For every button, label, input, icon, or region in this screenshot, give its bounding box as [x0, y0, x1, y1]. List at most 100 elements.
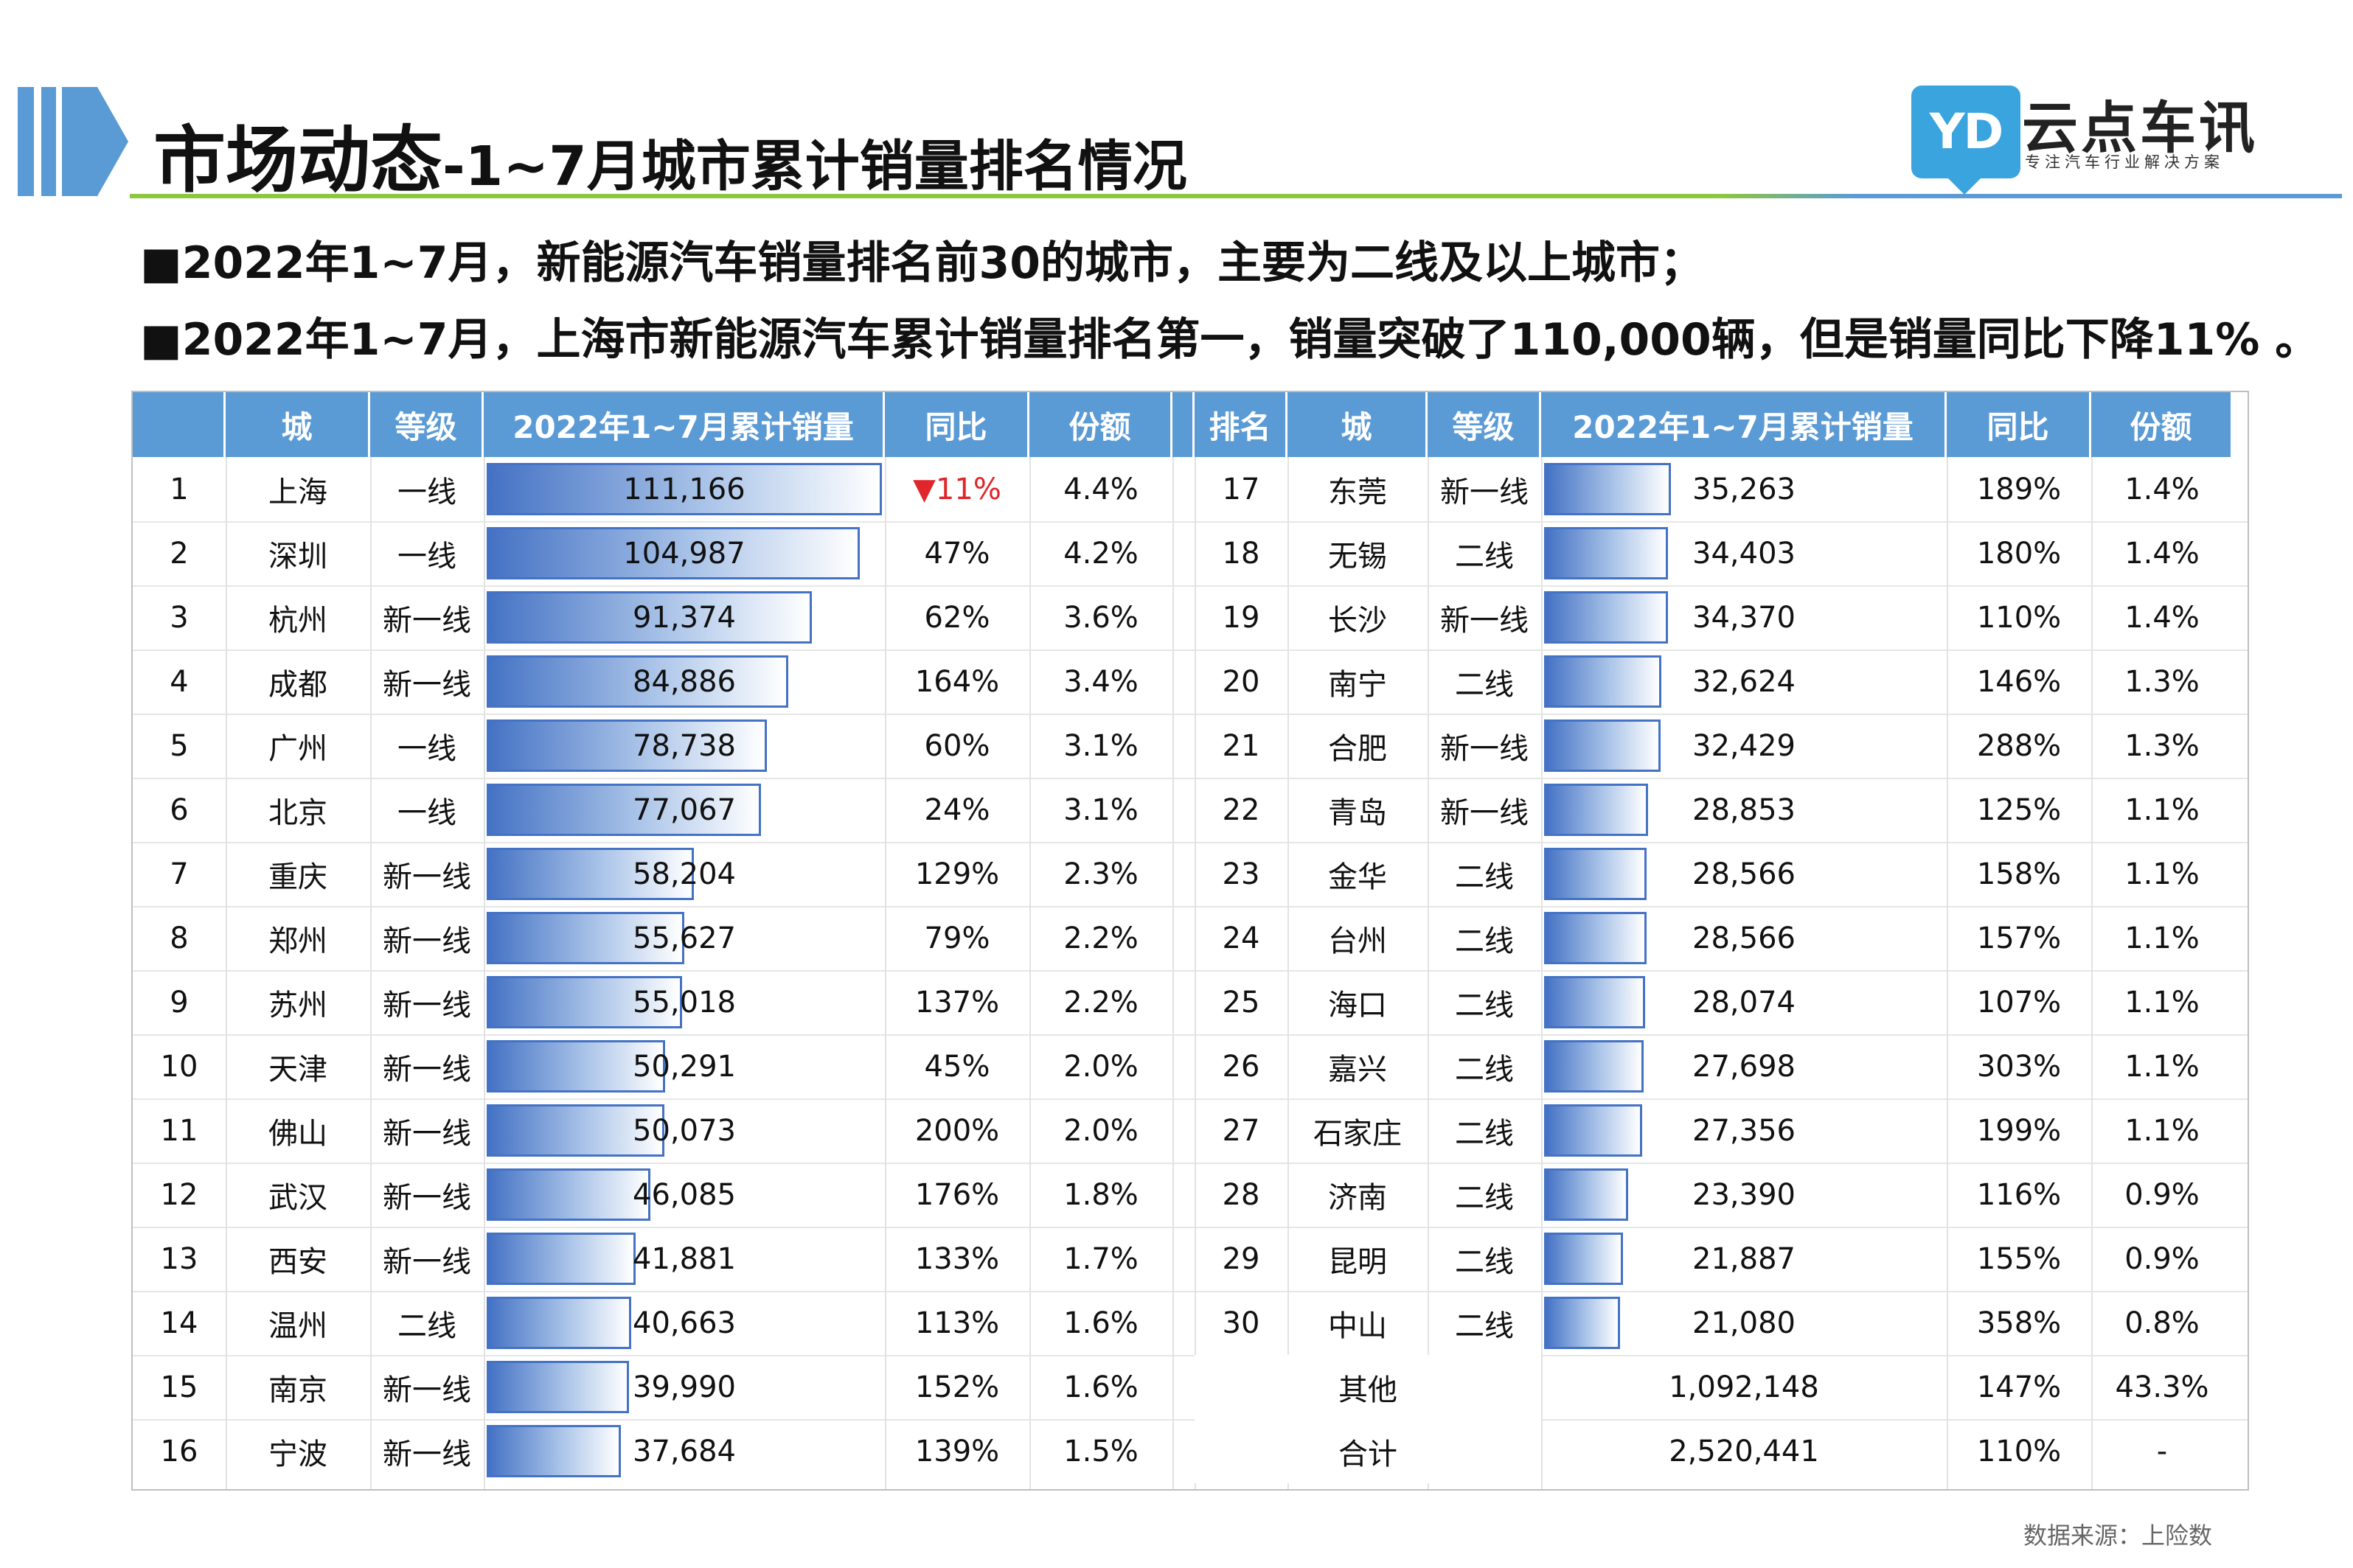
- column-separator: [1947, 457, 1948, 1489]
- row-separator: [133, 970, 2248, 972]
- page-title-main: 市场动态: [153, 119, 443, 203]
- cell-yoy: 200%: [914, 1113, 1000, 1148]
- cell-rank: 25: [1222, 985, 1260, 1020]
- header-right-sales: 2022年1~7月累计销量: [1541, 392, 1947, 457]
- summary-yoy: 110%: [1976, 1434, 2062, 1468]
- column-separator: [1287, 457, 1289, 1489]
- header-left-rank: [133, 392, 226, 457]
- sales-bar: [1544, 1297, 1620, 1349]
- cell-yoy: 107%: [1976, 985, 2062, 1020]
- cell-city: 西安: [268, 1244, 327, 1279]
- cell-rank: 14: [160, 1306, 198, 1340]
- sales-value: 55,627: [633, 921, 736, 955]
- accent-bar-1: [18, 87, 34, 196]
- row-separator: [133, 1355, 2248, 1356]
- row-separator: [133, 714, 2248, 715]
- header-right-tier: 等级: [1428, 392, 1541, 457]
- cell-rank: 2: [170, 536, 189, 571]
- cell-yoy: 288%: [1976, 728, 2062, 763]
- sales-value: 37,684: [633, 1434, 736, 1468]
- cell-tier: 新一线: [383, 1052, 471, 1087]
- cell-rank: 5: [170, 728, 189, 763]
- cell-rank: 9: [170, 985, 189, 1020]
- sales-value: 28,074: [1692, 985, 1796, 1020]
- cell-yoy: 24%: [924, 792, 990, 827]
- cell-city: 深圳: [268, 539, 327, 574]
- cell-rank: 28: [1222, 1177, 1260, 1212]
- cell-rank: 12: [160, 1177, 198, 1212]
- cell-rank: 17: [1222, 472, 1260, 506]
- sales-value: 27,698: [1692, 1049, 1796, 1084]
- sales-bar: [1544, 1233, 1623, 1285]
- sales-value: 40,663: [633, 1306, 736, 1340]
- column-separator: [370, 457, 372, 1489]
- cell-city: 青岛: [1328, 795, 1387, 830]
- cell-tier: 新一线: [383, 1116, 471, 1151]
- sales-bar: [487, 1425, 621, 1477]
- cell-yoy: 139%: [914, 1434, 1000, 1468]
- cell-rank: 29: [1222, 1241, 1260, 1276]
- cell-share: 3.1%: [1063, 792, 1139, 827]
- cell-city: 海口: [1328, 988, 1387, 1022]
- cell-city: 天津: [268, 1052, 327, 1087]
- cell-rank: 3: [170, 600, 189, 635]
- cell-city: 济南: [1328, 1180, 1387, 1215]
- page-title-sub: -1~7月城市累计销量排名情况: [442, 135, 1187, 198]
- sales-value: 28,853: [1692, 792, 1796, 827]
- cell-share: 3.1%: [1063, 728, 1139, 763]
- sales-bar: [487, 1104, 664, 1157]
- cell-city: 南宁: [1328, 667, 1387, 702]
- header-left-sales: 2022年1~7月累计销量: [484, 392, 885, 457]
- row-separator: [133, 521, 2248, 523]
- cell-rank: 1: [170, 472, 189, 506]
- cell-tier: 二线: [1455, 1309, 1514, 1343]
- cell-yoy: 180%: [1976, 536, 2062, 571]
- cell-city: 南京: [268, 1373, 327, 1407]
- cell-city: 广州: [268, 731, 327, 766]
- column-separator: [1029, 457, 1031, 1489]
- cell-city: 郑州: [268, 924, 327, 958]
- page-title: 市场动态-1~7月城市累计销量排名情况: [153, 102, 1187, 206]
- cell-rank: 26: [1222, 1049, 1260, 1084]
- sales-value: 28,566: [1692, 921, 1796, 955]
- sales-bar: [487, 848, 694, 900]
- sales-ranking-table: 城等级 2022年1~7月累计销量 同比 份额 排名城等级 2022年1~7月累计销量 同比…: [131, 391, 2249, 1491]
- cell-share: 0.9%: [2124, 1177, 2200, 1212]
- cell-yoy: 157%: [1976, 921, 2062, 955]
- cell-yoy: 189%: [1976, 472, 2062, 506]
- cell-rank: 27: [1222, 1113, 1260, 1148]
- sales-bar: [1544, 591, 1668, 644]
- row-separator: [133, 1163, 2248, 1164]
- cell-yoy: 303%: [1976, 1049, 2062, 1084]
- cell-share: 1.4%: [2124, 536, 2200, 571]
- cell-share: 1.5%: [1063, 1434, 1139, 1468]
- cell-yoy: 358%: [1976, 1306, 2062, 1340]
- cell-share: 3.4%: [1063, 664, 1139, 699]
- sales-bar: [487, 1040, 665, 1093]
- sales-bar: [487, 1168, 650, 1221]
- cell-rank: 15: [160, 1370, 198, 1404]
- row-separator: [133, 1227, 2248, 1228]
- sales-value: 32,624: [1692, 664, 1796, 699]
- cell-tier: 新一线: [383, 860, 471, 894]
- cell-rank: 6: [170, 792, 189, 827]
- sales-bar: [487, 719, 767, 772]
- header-right-city: 城: [1287, 392, 1428, 457]
- sales-value: 84,886: [633, 664, 736, 699]
- cell-rank: 23: [1222, 857, 1260, 891]
- sales-bar: [487, 912, 684, 964]
- cell-tier: 新一线: [1440, 603, 1529, 638]
- cell-yoy: 164%: [914, 664, 1000, 699]
- column-separator: [484, 457, 485, 1489]
- cell-tier: 二线: [1455, 539, 1514, 574]
- cell-rank: 18: [1222, 536, 1260, 571]
- row-separator: [133, 906, 2248, 907]
- cell-city: 重庆: [268, 860, 327, 894]
- row-separator: [133, 1034, 2248, 1036]
- summary-yoy: 147%: [1976, 1370, 2062, 1404]
- header-right-share: 份额: [2091, 392, 2233, 457]
- cell-rank: 24: [1222, 921, 1260, 955]
- sales-bar: [487, 1297, 631, 1349]
- cell-share: 1.8%: [1063, 1177, 1139, 1212]
- cell-tier: 新一线: [383, 1180, 471, 1215]
